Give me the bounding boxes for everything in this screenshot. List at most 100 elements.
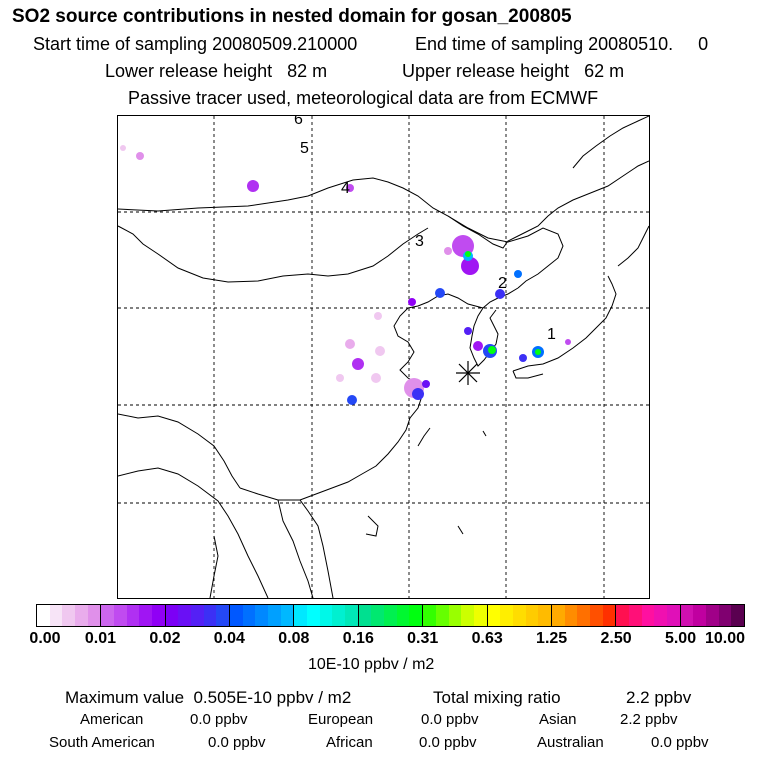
color-swatch: [525, 605, 539, 626]
region-value-american: 0.0 ppbv: [190, 711, 248, 728]
region-value-european: 0.0 ppbv: [421, 711, 479, 728]
color-swatch: [216, 605, 230, 626]
color-scale-tick-label: 0.08: [278, 630, 310, 647]
region-value-african: 0.0 ppbv: [419, 734, 477, 751]
color-swatch: [87, 605, 101, 626]
total-mixing-value: 2.2 ppbv: [626, 688, 692, 707]
color-scale-tick-label: 0.16: [342, 630, 374, 647]
color-swatch: [602, 605, 616, 626]
color-swatch: [512, 605, 526, 626]
color-scale-tick-label: 0.63: [471, 630, 503, 647]
color-swatch: [423, 605, 436, 626]
region-name-australian: Australian: [537, 734, 604, 751]
color-swatch: [641, 605, 655, 626]
color-swatch: [487, 605, 501, 626]
region-value-australian: 0.0 ppbv: [651, 734, 709, 751]
color-swatch: [75, 605, 88, 626]
color-swatch: [461, 605, 474, 626]
color-swatch: [718, 605, 732, 626]
color-scale-segment: [487, 605, 552, 626]
maximum-value: Maximum value 0.505E-10 ppbv / m2: [65, 688, 352, 707]
point-label-4: 4: [341, 180, 350, 197]
color-scale-segment: [37, 605, 102, 626]
color-scale-tick-label: 0.04: [213, 630, 245, 647]
region-name-asian: Asian: [539, 711, 577, 728]
color-swatch: [126, 605, 140, 626]
color-swatch: [551, 605, 565, 626]
color-scale-tick-label: 0.02: [149, 630, 181, 647]
color-swatch: [616, 605, 629, 626]
color-scale-tick-label: 1.25: [536, 630, 568, 647]
concentration-field: [120, 145, 571, 405]
color-swatch: [666, 605, 680, 626]
color-scale-segment: [101, 605, 166, 626]
map-title: SO2 source contributions in nested domai…: [12, 6, 572, 27]
color-swatch: [473, 605, 487, 626]
color-swatch: [307, 605, 320, 626]
color-scale-tick-label: 0.00: [29, 630, 61, 647]
color-swatch: [191, 605, 204, 626]
color-swatch: [409, 605, 423, 626]
region-name-south-american: South American: [49, 734, 155, 751]
tracer-note: Passive tracer used, meteorological data…: [128, 88, 599, 108]
color-scale-segment: [680, 605, 744, 626]
color-swatch: [280, 605, 294, 626]
color-swatch: [538, 605, 551, 626]
color-swatch: [268, 605, 281, 626]
lower-release-height: Lower release height 82 m: [105, 61, 328, 81]
color-swatch: [448, 605, 462, 626]
color-swatch: [435, 605, 449, 626]
color-scale-tick-label: 10.00: [704, 630, 746, 647]
graticule: [118, 116, 649, 598]
color-swatch: [101, 605, 115, 626]
color-swatch: [705, 605, 719, 626]
color-swatch: [345, 605, 358, 626]
color-swatch: [577, 605, 590, 626]
color-swatch: [371, 605, 385, 626]
color-swatch: [152, 605, 165, 626]
color-swatch: [358, 605, 372, 626]
color-scale-segment: [230, 605, 295, 626]
color-swatch: [654, 605, 667, 626]
color-swatch: [589, 605, 603, 626]
color-swatch: [332, 605, 346, 626]
total-mixing-label: Total mixing ratio: [433, 688, 561, 707]
color-swatch: [114, 605, 127, 626]
region-name-american: American: [80, 711, 144, 728]
color-swatch: [203, 605, 217, 626]
color-scale-unit: 10E-10 ppbv / m2: [308, 656, 435, 673]
region-value-asian: 2.2 ppbv: [620, 711, 678, 728]
color-swatch: [37, 605, 50, 626]
color-swatch: [139, 605, 153, 626]
color-scale-segment: [165, 605, 231, 626]
region-name-european: European: [308, 711, 374, 728]
point-label-5: 5: [300, 140, 309, 157]
map-panel: 1 2 3 4 5 6: [117, 115, 650, 599]
region-value-south-american: 0.0 ppbv: [208, 734, 266, 751]
color-scale-tick-label: 0.01: [84, 630, 117, 647]
color-scale-segment: [423, 605, 488, 626]
color-swatch: [319, 605, 333, 626]
color-swatch: [500, 605, 513, 626]
color-swatch: [178, 605, 192, 626]
color-swatch: [255, 605, 269, 626]
upper-release-height: Upper release height 62 m: [402, 61, 625, 81]
color-scale-segment: [294, 605, 359, 626]
receptor-marker-icon: [456, 361, 480, 385]
color-scale-tick-label: 5.00: [664, 630, 697, 647]
map-canvas: 1 2 3 4 5 6: [118, 116, 649, 598]
color-swatch: [242, 605, 256, 626]
point-label-3: 3: [415, 233, 424, 250]
color-swatch: [628, 605, 642, 626]
color-scale-segment: [551, 605, 617, 626]
color-swatch: [564, 605, 578, 626]
color-scale-bar: [36, 604, 745, 627]
color-scale-segment: [358, 605, 424, 626]
color-swatch: [294, 605, 308, 626]
color-swatch: [49, 605, 63, 626]
end-time-label: End time of sampling 20080510. 0: [415, 34, 709, 54]
point-label-6: 6: [294, 116, 303, 128]
coastlines: [118, 116, 649, 598]
point-label-1: 1: [547, 326, 556, 343]
color-swatch: [230, 605, 243, 626]
